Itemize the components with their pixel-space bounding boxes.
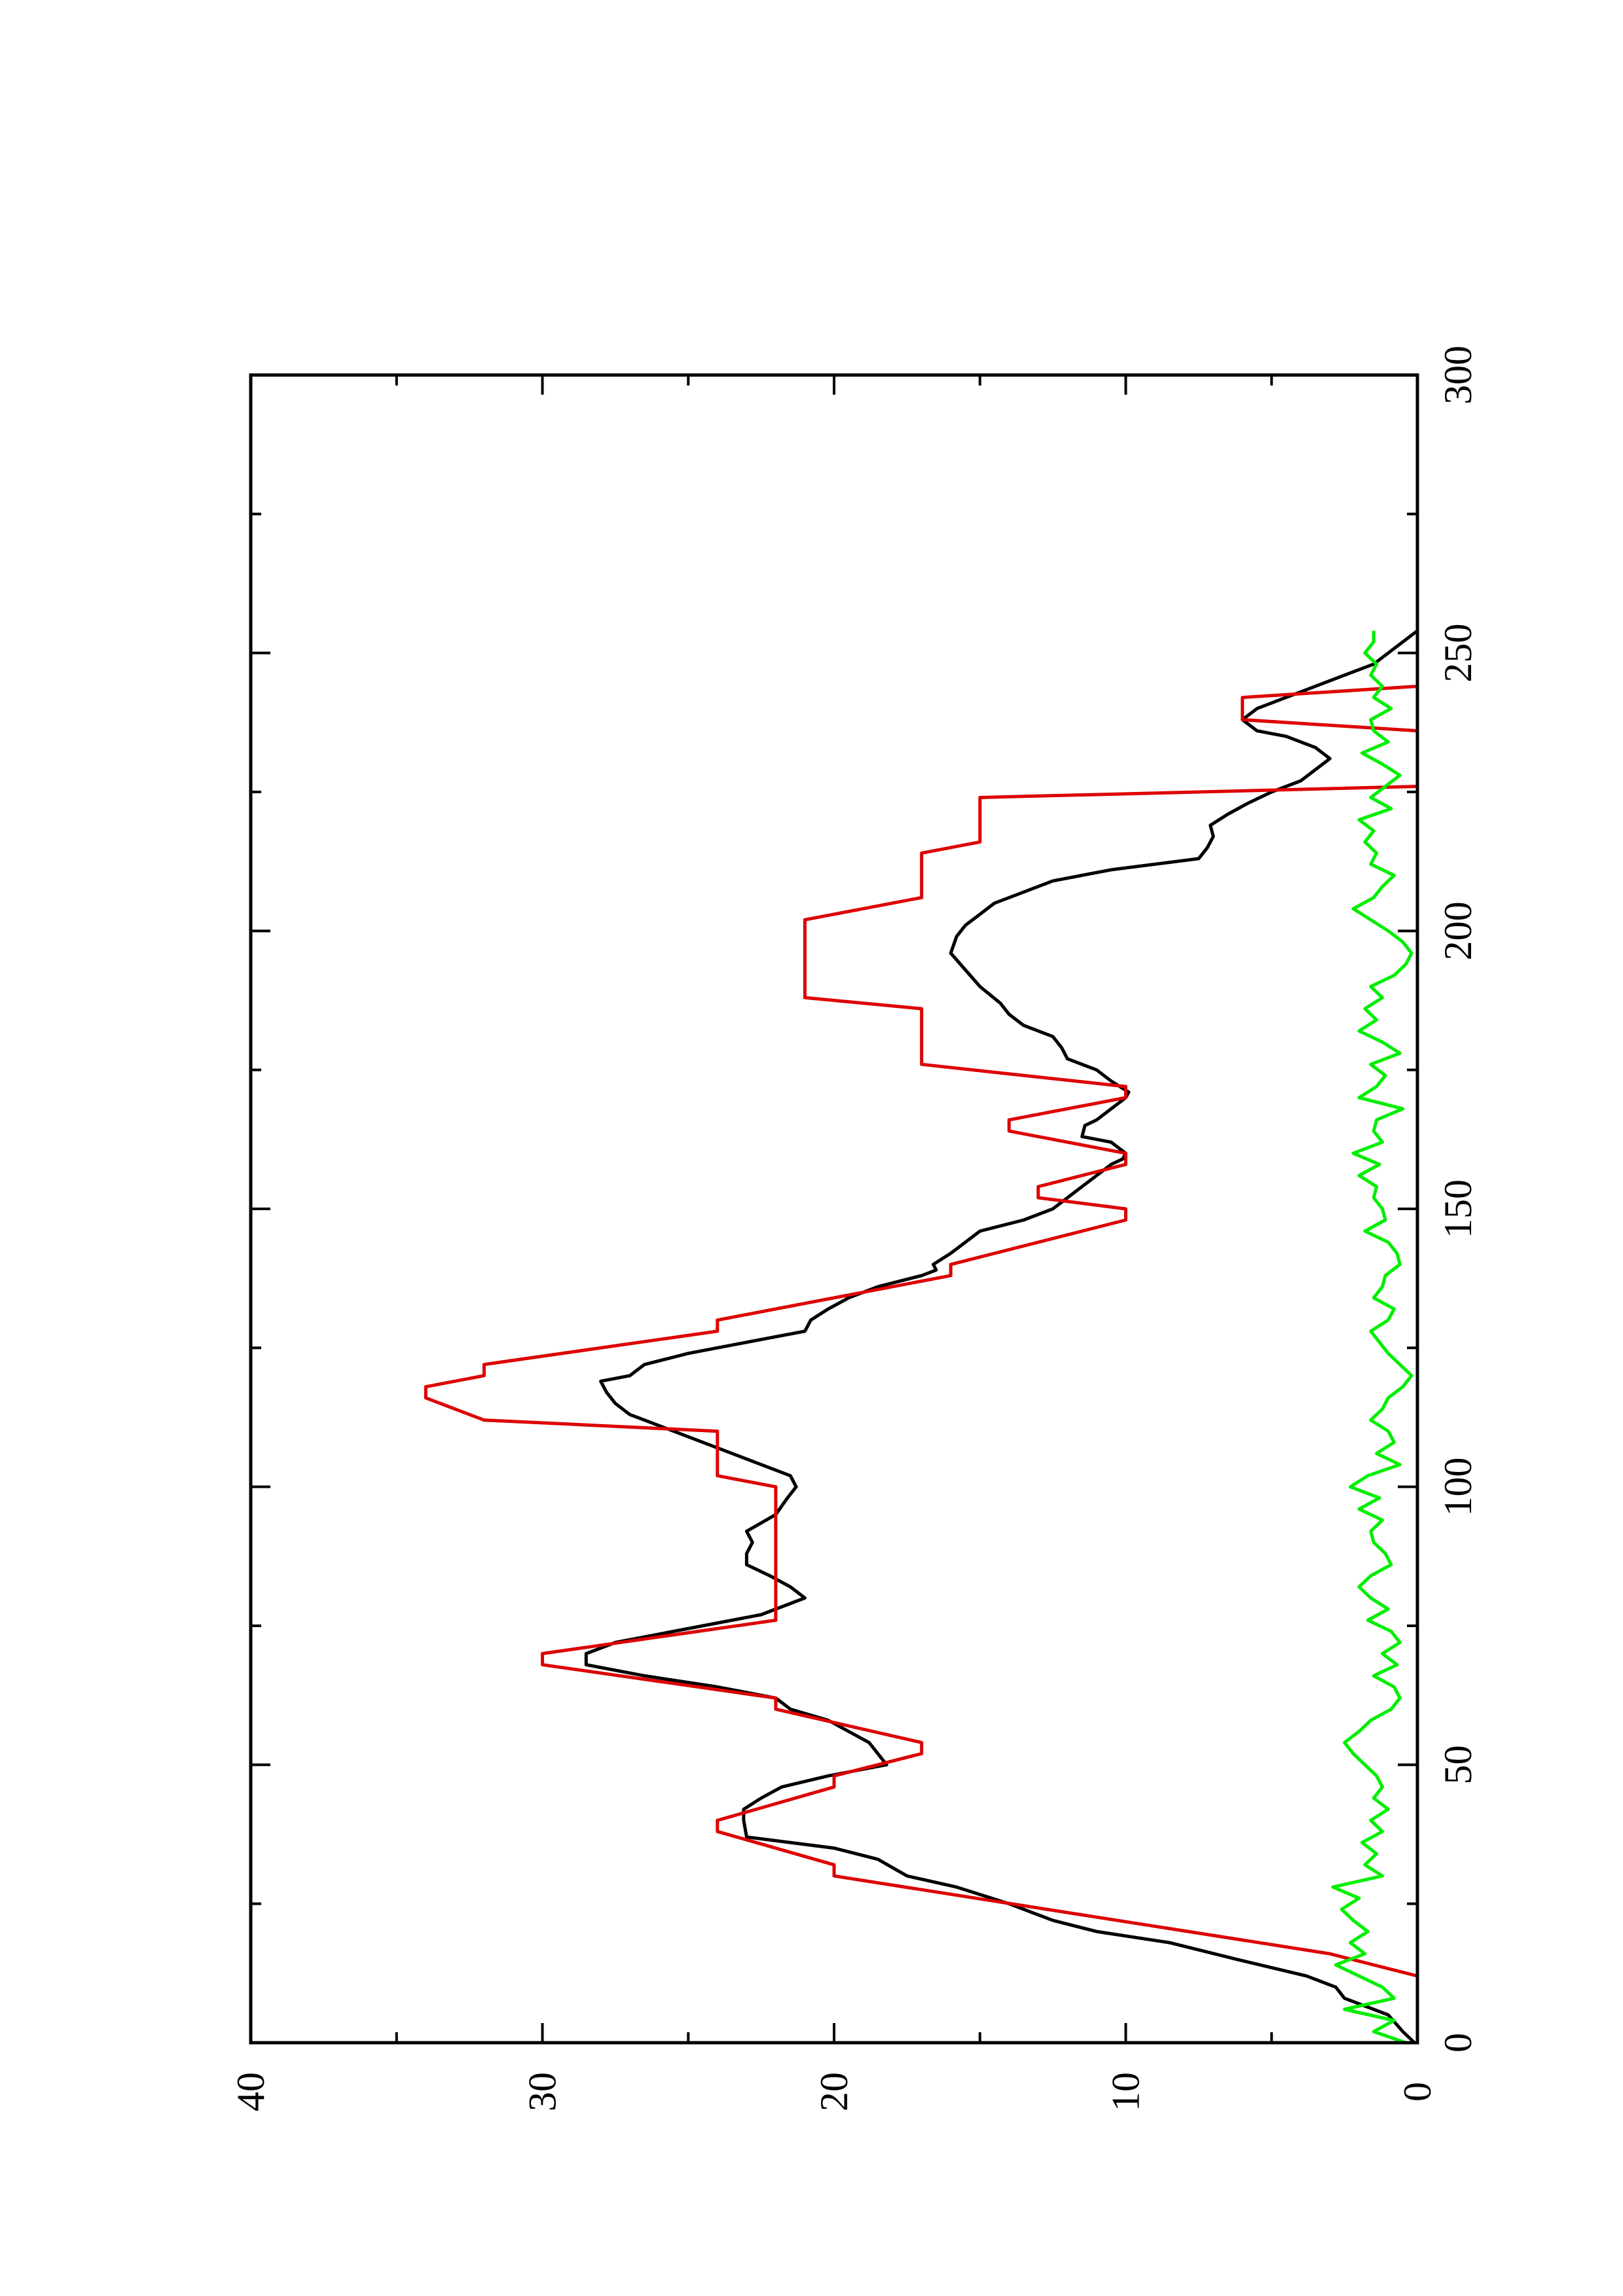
y-tick-label-10: 10 bbox=[1104, 2072, 1148, 2111]
x-tick-label-50: 50 bbox=[1436, 1745, 1480, 1784]
x-tick-label-300: 300 bbox=[1436, 346, 1480, 404]
x-tick-label-150: 150 bbox=[1436, 1179, 1480, 1238]
x-tick-label-0: 0 bbox=[1436, 2033, 1480, 2053]
series-line-3 bbox=[1331, 630, 1413, 2045]
x-tick-label-200: 200 bbox=[1436, 901, 1480, 960]
y-tick-label-40: 40 bbox=[229, 2072, 272, 2111]
plot-frame bbox=[249, 373, 1419, 2045]
series-layer bbox=[424, 629, 1419, 2045]
x-tick-label-250: 250 bbox=[1436, 624, 1480, 683]
y-tick-label-20: 20 bbox=[812, 2072, 856, 2111]
axis-layer: 0 50 100 150 200 250 300 0 10 20 30 40 bbox=[229, 346, 1480, 2111]
y-tick-label-0: 0 bbox=[1396, 2082, 1439, 2102]
series-line-2 bbox=[424, 653, 1419, 2043]
y-tick-label-30: 30 bbox=[521, 2072, 564, 2111]
x-tick-label-100: 100 bbox=[1436, 1458, 1480, 1516]
